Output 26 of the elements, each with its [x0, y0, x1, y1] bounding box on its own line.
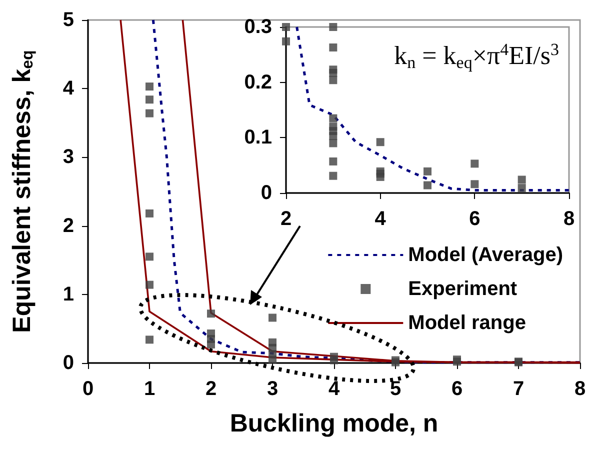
y-tick-label: 4: [62, 78, 75, 100]
y-tick-label: 0.1: [244, 126, 272, 149]
x-tick-label: 5: [390, 378, 402, 400]
legend-label: Experiment: [408, 278, 518, 300]
y-tick-label: 1: [62, 283, 74, 306]
y-tick-label: 0: [62, 352, 74, 374]
y-axis-title: Equivalent stiffness, keq: [8, 50, 36, 333]
y-tick-label: 3: [62, 146, 74, 168]
x-tick-label: 8: [574, 378, 586, 400]
x-axis-title: Buckling mode, n: [230, 410, 438, 438]
y-tick-label: 5: [62, 9, 74, 31]
x-tick-label: 1: [144, 378, 156, 400]
x-tick-label: 7: [512, 378, 524, 400]
y-tick-label: 0.3: [244, 16, 272, 38]
x-tick-label: 6: [469, 208, 480, 230]
x-tick-label: 0: [82, 378, 94, 400]
y-tick-label: 0.2: [244, 71, 272, 94]
x-tick-label: 8: [563, 208, 575, 230]
legend-label: Model range: [408, 312, 526, 334]
x-tick-label: 2: [205, 378, 217, 400]
x-tick-label: 4: [374, 208, 387, 230]
x-tick-label: 4: [328, 378, 340, 400]
y-tick-label: 0: [260, 182, 272, 204]
legend-label: Model (Average): [408, 244, 563, 266]
x-tick-label: 6: [451, 378, 463, 400]
x-tick-label: 2: [280, 208, 292, 230]
